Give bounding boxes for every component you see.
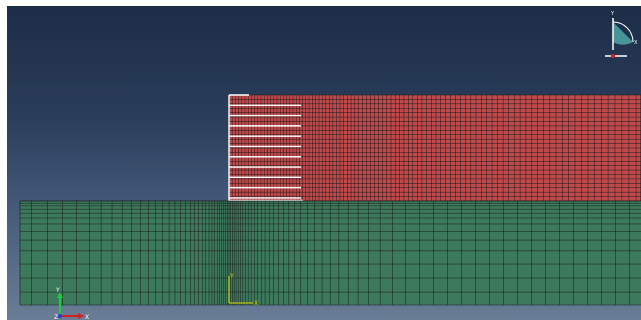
local-x-label: X xyxy=(254,300,258,307)
lower-part-mesh[interactable] xyxy=(19,200,641,306)
view-y-label: Y xyxy=(610,11,615,17)
view-x-label: X xyxy=(634,40,638,46)
lower-part-grid xyxy=(19,200,641,306)
view-quadrant xyxy=(613,22,633,45)
upper-part-mesh[interactable] xyxy=(228,94,641,202)
triad-z-axis xyxy=(58,314,62,318)
lower-part-fill xyxy=(20,201,641,305)
view-origin-icon xyxy=(611,54,615,58)
upper-part-grid xyxy=(228,94,641,202)
mesh-scene[interactable]: Y X Y X Z Y X xyxy=(7,6,641,320)
triad-x-label: X xyxy=(85,314,89,320)
selected-edges xyxy=(228,94,303,202)
view-arc xyxy=(612,21,634,43)
triad-z-label: Z xyxy=(54,314,58,320)
view-orientation-widget[interactable]: Y X xyxy=(605,11,638,58)
triad-x-arrow xyxy=(78,313,84,319)
local-y-label: Y xyxy=(229,273,234,280)
model-viewport[interactable]: Y X Y X Z Y X xyxy=(7,6,641,320)
local-csys-marker: Y X xyxy=(228,273,258,307)
triad-y-label: Y xyxy=(55,287,60,294)
global-triad: Y X Z xyxy=(54,287,89,320)
triad-y-arrow xyxy=(57,292,63,298)
